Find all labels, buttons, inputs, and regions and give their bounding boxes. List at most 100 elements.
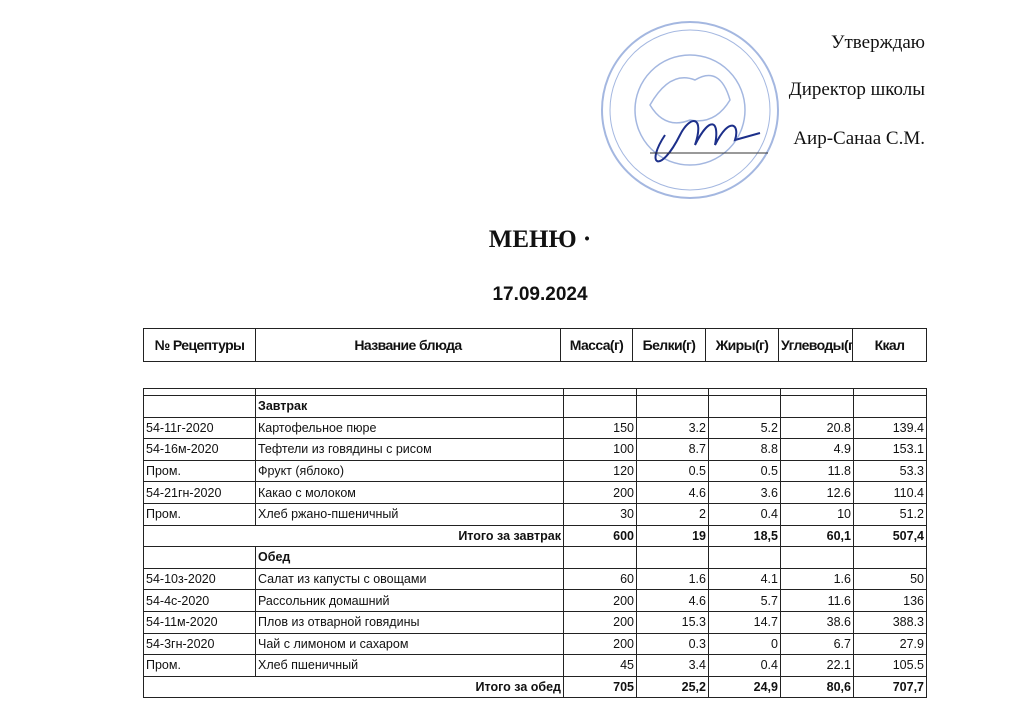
total-cell: 705 xyxy=(563,675,637,699)
dish-row: 54-11м-2020 Плов из отварной говядины 200 1… xyxy=(143,610,927,634)
total-row: Итого за обед 705 25,2 24,9 80,6 707,7 xyxy=(143,675,927,699)
dish-row: 54-3гн-2020 Чай с лимоном и сахаром 200 0.3… xyxy=(143,632,927,656)
number-cell: 200 xyxy=(563,589,637,612)
date: 17.09.2024 xyxy=(492,284,588,305)
column-header: № Рецептуры xyxy=(143,328,256,362)
cell xyxy=(636,388,709,396)
number-cell: 6.7 xyxy=(780,632,854,656)
number-cell: 4.9 xyxy=(780,438,854,461)
text-cell: Плов из отварной говядины xyxy=(255,610,564,634)
total-cell: 60,1 xyxy=(780,524,854,548)
dish-row: Пром. Хлеб пшеничный 45 3.4 0.4 22.1 105.5 xyxy=(143,654,927,677)
number-cell: 51.2 xyxy=(853,502,927,526)
number-cell: 0.5 xyxy=(708,459,781,483)
number-cell: 50 xyxy=(853,567,927,591)
number-cell: 120 xyxy=(563,459,637,483)
number-cell: 10 xyxy=(780,502,854,526)
total-cell: 600 xyxy=(563,524,637,548)
cell xyxy=(708,388,781,396)
number-cell: 3.6 xyxy=(708,481,781,504)
text-cell: 54-3гн-2020 xyxy=(143,632,256,656)
number-cell: 200 xyxy=(563,632,637,656)
number-cell: 53.3 xyxy=(853,459,927,483)
column-header: Жиры(г) xyxy=(705,328,779,362)
number-cell: 20.8 xyxy=(780,416,854,440)
number-cell: 0 xyxy=(708,632,781,656)
approval-line: Директор школы xyxy=(788,79,925,100)
text-cell: Хлеб пшеничный xyxy=(255,654,564,677)
number-cell: 4.6 xyxy=(636,589,709,612)
total-cell: 507,4 xyxy=(853,524,927,548)
text-cell: Салат из капусты с овощами xyxy=(255,567,564,591)
approval-line: Аир-Санаа С.М. xyxy=(793,128,925,149)
number-cell: 110.4 xyxy=(853,481,927,504)
cell xyxy=(853,546,927,569)
approval-line: Утверждаю xyxy=(831,32,925,53)
dish-row: 54-10з-2020 Салат из капусты с овощами 60 1… xyxy=(143,567,927,591)
column-header: Масса(г) xyxy=(560,328,633,362)
number-cell: 200 xyxy=(563,481,637,504)
total-row: Итого за завтрак 600 19 18,5 60,1 507,4 xyxy=(143,524,927,548)
text-cell: Картофельное пюре xyxy=(255,416,564,440)
dish-row: Пром. Хлеб ржано-пшеничный 30 2 0.4 10 51.2 xyxy=(143,502,927,526)
column-header: Ккал xyxy=(852,328,927,362)
dish-row: 54-11г-2020 Картофельное пюре 150 3.2 5.2 20.… xyxy=(143,416,927,440)
number-cell: 139.4 xyxy=(853,416,927,440)
number-cell: 30 xyxy=(563,502,637,526)
section-name: Обед xyxy=(255,546,564,569)
dish-row: 54-21гн-2020 Какао с молоком 200 4.6 3.6 12.6… xyxy=(143,481,927,504)
dish-row: 54-4с-2020 Рассольник домашний 200 4.6 5.7 11… xyxy=(143,589,927,612)
section-name: Завтрак xyxy=(255,395,564,418)
total-cell: 24,9 xyxy=(708,675,781,699)
cell xyxy=(853,395,927,418)
total-label: Итого за обед xyxy=(143,675,564,699)
number-cell: 100 xyxy=(563,438,637,461)
number-cell: 8.8 xyxy=(708,438,781,461)
number-cell: 45 xyxy=(563,654,637,677)
text-cell: Тефтели из говядины с рисом xyxy=(255,438,564,461)
number-cell: 14.7 xyxy=(708,610,781,634)
text-cell: Пром. xyxy=(143,459,256,483)
text-cell: Чай с лимоном и сахаром xyxy=(255,632,564,656)
number-cell: 4.1 xyxy=(708,567,781,591)
stamp xyxy=(601,21,779,199)
column-header: Белки(г) xyxy=(632,328,706,362)
text-cell: 54-10з-2020 xyxy=(143,567,256,591)
cell xyxy=(255,388,564,396)
number-cell: 0.5 xyxy=(636,459,709,483)
header-row: № Рецептуры Название блюда Масса(г) Белки(г… xyxy=(143,328,927,362)
cell xyxy=(780,546,854,569)
menu-table: Завтрак 54-11г-2020 Картофельное пюре 150 3.… xyxy=(143,388,927,699)
total-cell: 80,6 xyxy=(780,675,854,699)
section-row: Завтрак xyxy=(143,395,927,418)
number-cell: 105.5 xyxy=(853,654,927,677)
text-cell: 54-16м-2020 xyxy=(143,438,256,461)
text-cell: Какао с молоком xyxy=(255,481,564,504)
number-cell: 38.6 xyxy=(780,610,854,634)
text-cell: 54-21гн-2020 xyxy=(143,481,256,504)
number-cell: 27.9 xyxy=(853,632,927,656)
signature xyxy=(654,120,761,163)
cell xyxy=(143,388,256,396)
section-row: Обед xyxy=(143,546,927,569)
cell xyxy=(780,388,854,396)
number-cell: 136 xyxy=(853,589,927,612)
header-table: № Рецептуры Название блюда Масса(г) Белки(г… xyxy=(143,328,927,362)
number-cell: 12.6 xyxy=(780,481,854,504)
number-cell: 15.3 xyxy=(636,610,709,634)
cell xyxy=(708,546,781,569)
number-cell: 11.6 xyxy=(780,589,854,612)
dish-row: Пром. Фрукт (яблоко) 120 0.5 0.5 11.8 53.3 xyxy=(143,459,927,483)
total-cell: 19 xyxy=(636,524,709,548)
cell xyxy=(143,546,256,569)
text-cell: 54-11г-2020 xyxy=(143,416,256,440)
dish-row: 54-16м-2020 Тефтели из говядины с рисом 10… xyxy=(143,438,927,461)
column-header: Название блюда xyxy=(255,328,561,362)
text-cell: Рассольник домашний xyxy=(255,589,564,612)
text-cell: Пром. xyxy=(143,502,256,526)
title: МЕНЮ · xyxy=(488,226,592,253)
number-cell: 5.7 xyxy=(708,589,781,612)
number-cell: 1.6 xyxy=(780,567,854,591)
